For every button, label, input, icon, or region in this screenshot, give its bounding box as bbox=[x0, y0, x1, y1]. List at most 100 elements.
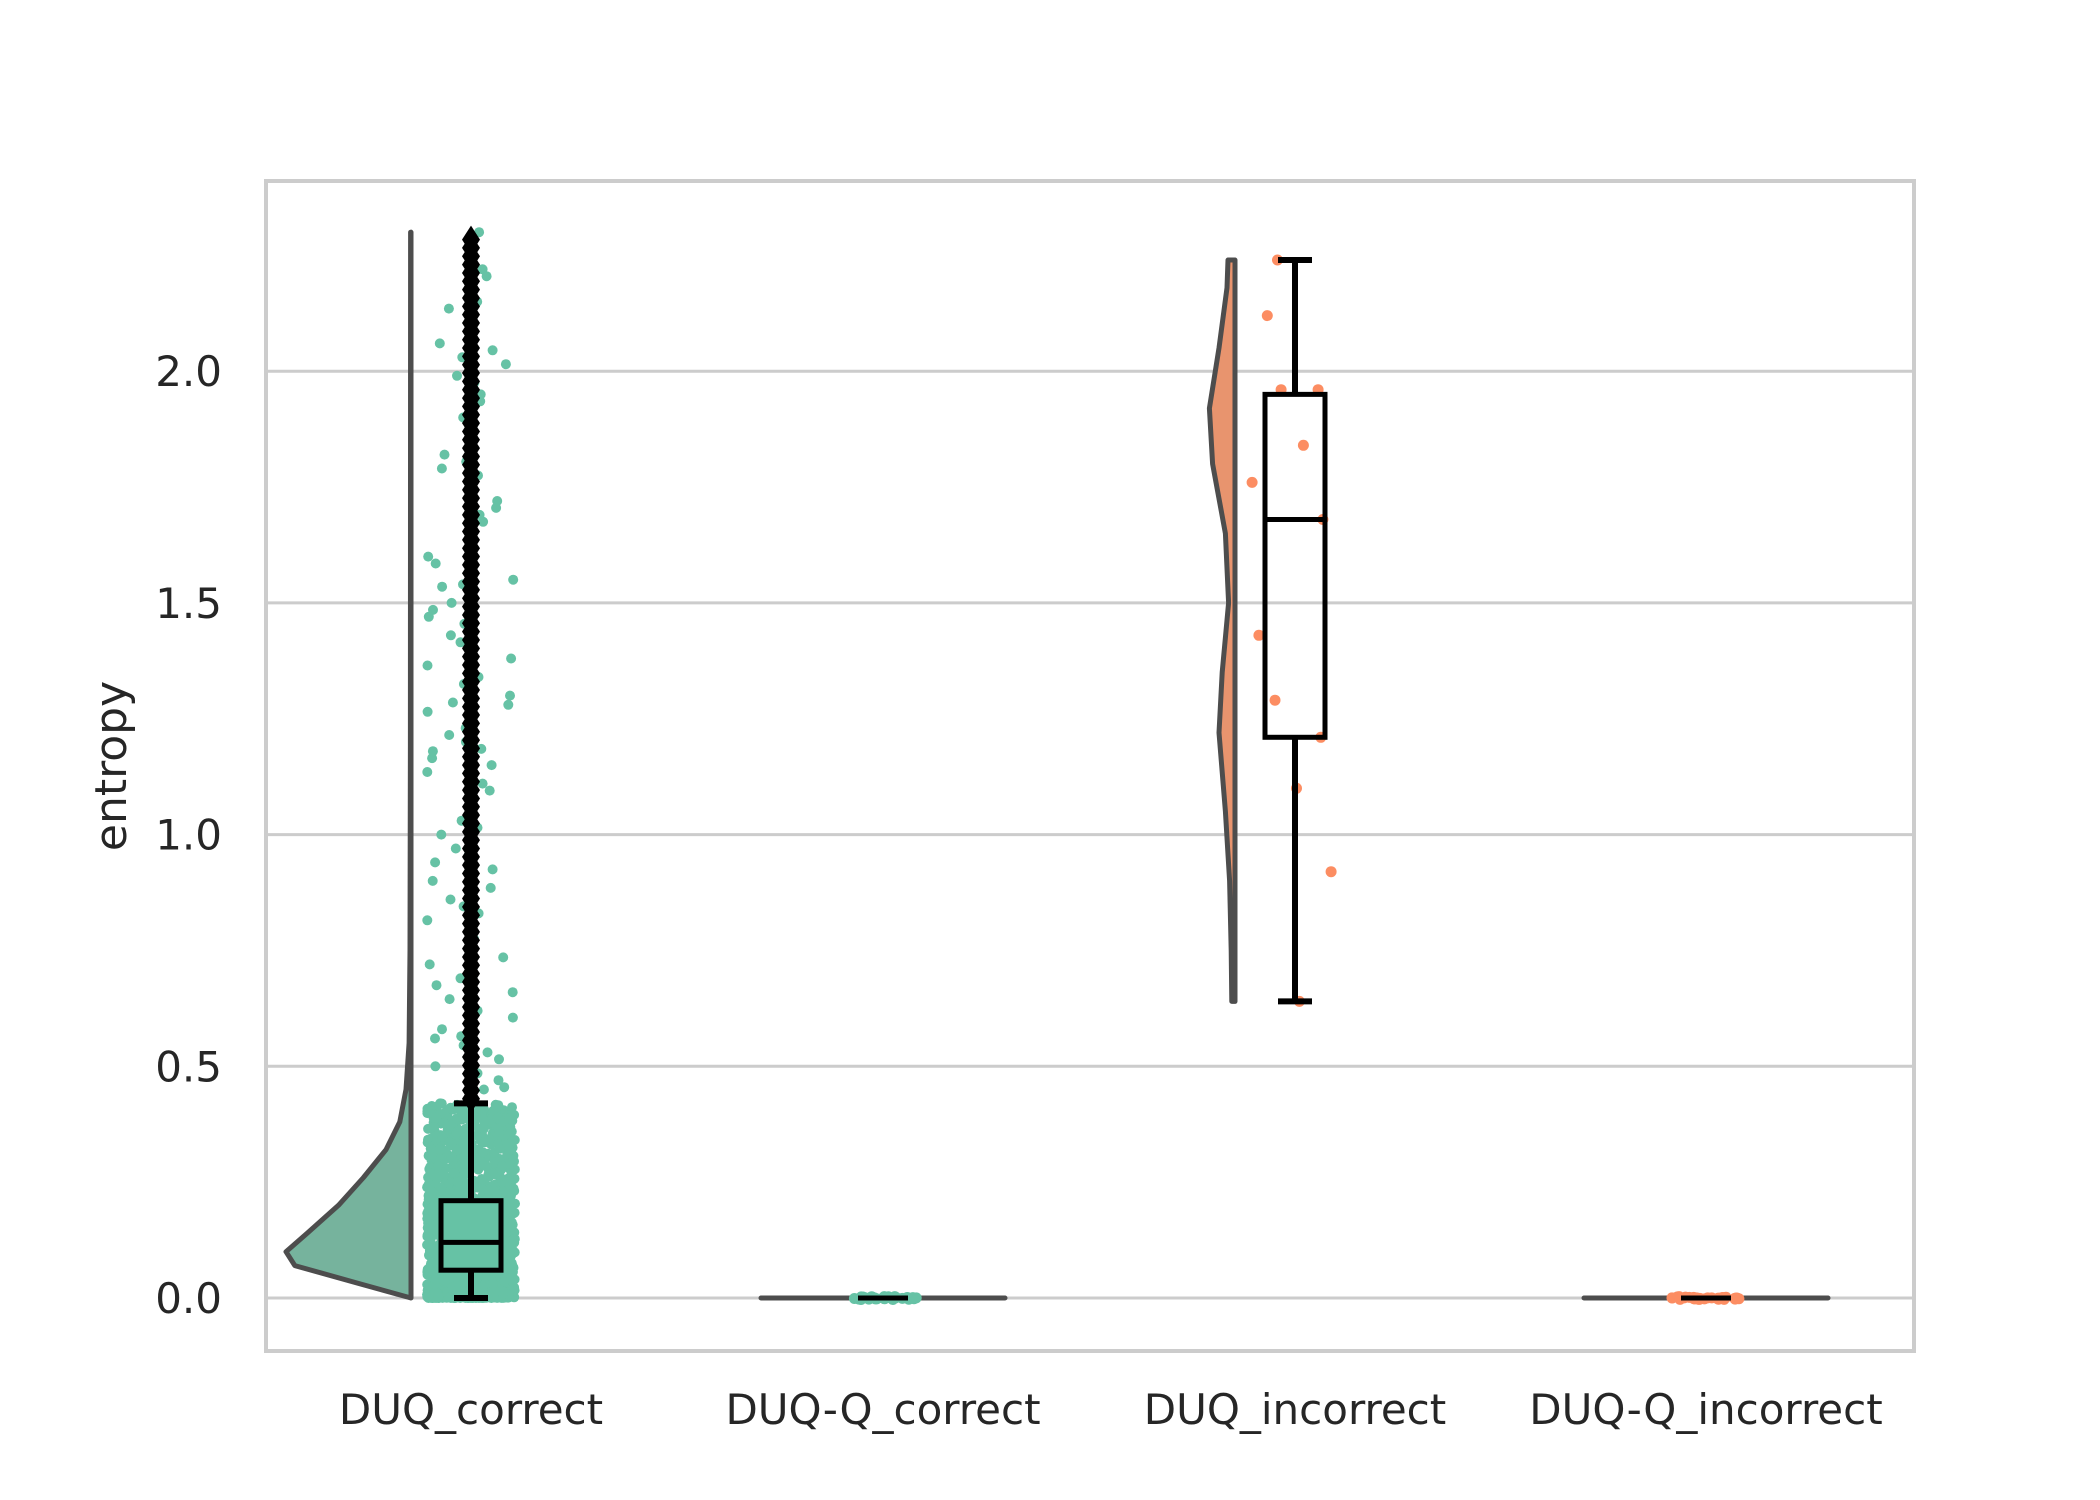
strip-point bbox=[478, 1116, 489, 1127]
x-tick-label: DUQ_correct bbox=[339, 1385, 603, 1434]
strip-point bbox=[422, 1213, 433, 1224]
y-tick-label: 1.5 bbox=[155, 579, 222, 628]
strip-point bbox=[507, 987, 518, 998]
strip-point bbox=[482, 1047, 493, 1058]
strip-point bbox=[505, 690, 515, 701]
y-tick-label: 0.5 bbox=[155, 1042, 222, 1091]
strip-point bbox=[433, 1168, 444, 1179]
strip-point bbox=[489, 1155, 500, 1166]
strip-point bbox=[503, 699, 514, 710]
strip-point bbox=[478, 1084, 489, 1095]
strip-point bbox=[506, 1250, 517, 1261]
strip-point bbox=[430, 558, 441, 569]
strip-point bbox=[486, 760, 497, 771]
strip-point bbox=[478, 1147, 489, 1158]
strip-point bbox=[493, 1124, 504, 1135]
strip-point bbox=[499, 1276, 510, 1287]
strip-point bbox=[444, 994, 455, 1005]
strip-point bbox=[443, 303, 454, 314]
strip-point bbox=[439, 1275, 450, 1286]
strip-point bbox=[484, 785, 495, 796]
strip-point bbox=[508, 1183, 519, 1194]
strip-point bbox=[431, 1112, 442, 1123]
strip-point bbox=[423, 551, 434, 562]
strip-point bbox=[430, 857, 441, 868]
strip-point bbox=[498, 1288, 508, 1299]
y-tick-labels: 0.0 0.5 1.0 1.5 2.0 bbox=[155, 347, 222, 1323]
strip-point bbox=[426, 1205, 437, 1216]
strip-point bbox=[507, 1276, 517, 1287]
strip-point bbox=[477, 1281, 488, 1292]
strip-point bbox=[498, 952, 509, 963]
strip-point bbox=[507, 1012, 518, 1023]
strip-point bbox=[431, 980, 442, 991]
strip-point bbox=[500, 359, 511, 370]
strip-point bbox=[1325, 866, 1337, 878]
strip-point bbox=[445, 894, 456, 905]
strip-point bbox=[452, 370, 462, 381]
y-tick-label: 0.0 bbox=[155, 1274, 222, 1323]
strip-point bbox=[1297, 439, 1309, 451]
strip-point bbox=[506, 1221, 517, 1232]
strip-point bbox=[439, 449, 450, 460]
strip-point bbox=[494, 1054, 504, 1065]
x-tick-label: DUQ-Q_incorrect bbox=[1529, 1385, 1882, 1434]
violin bbox=[283, 229, 414, 1301]
strip-point bbox=[436, 829, 447, 840]
strip-point bbox=[477, 1184, 488, 1195]
strip-point bbox=[424, 1265, 435, 1276]
x-tick-labels: DUQ_correct DUQ-Q_correct DUQ_incorrect DUQ… bbox=[339, 1385, 1883, 1434]
y-tick-label: 2.0 bbox=[155, 347, 222, 396]
strip-point bbox=[428, 1121, 439, 1132]
strip-point bbox=[422, 706, 433, 717]
strip-point bbox=[476, 743, 487, 754]
strip-point bbox=[478, 1123, 489, 1134]
strip-point bbox=[453, 1125, 464, 1136]
strip-point bbox=[493, 1075, 504, 1086]
strip-point bbox=[508, 574, 519, 585]
strip-point bbox=[488, 1278, 499, 1289]
strip-point bbox=[426, 1186, 437, 1197]
x-tick-label: DUQ-Q_correct bbox=[725, 1385, 1040, 1434]
strip-point bbox=[444, 730, 455, 740]
plot-frame bbox=[264, 179, 1916, 1353]
strip-point bbox=[1729, 1293, 1741, 1305]
x-tick-label: DUQ_incorrect bbox=[1144, 1385, 1447, 1434]
strip-point bbox=[488, 1169, 498, 1179]
strip-point bbox=[497, 1161, 508, 1171]
strip-point bbox=[483, 1136, 493, 1147]
strip-point bbox=[435, 1098, 446, 1109]
strip-point bbox=[430, 1033, 440, 1044]
strip-point bbox=[434, 1144, 445, 1155]
strip-point bbox=[422, 767, 433, 777]
strip-point bbox=[437, 1131, 448, 1142]
box-iqr bbox=[1262, 391, 1328, 740]
strip-point bbox=[491, 502, 502, 513]
strip-point bbox=[423, 611, 434, 622]
strip-point bbox=[477, 778, 488, 789]
strip-point bbox=[1269, 694, 1281, 706]
strip-point bbox=[487, 345, 498, 356]
strip-point bbox=[1253, 629, 1265, 641]
strip-point bbox=[1261, 310, 1273, 322]
strip-point bbox=[907, 1292, 919, 1304]
strip-point bbox=[436, 1182, 447, 1193]
violin bbox=[1206, 257, 1238, 1004]
strip-point bbox=[427, 875, 438, 886]
strip-point bbox=[446, 1151, 457, 1162]
strip-point bbox=[488, 1105, 499, 1116]
strip-point bbox=[450, 843, 461, 854]
strip-point bbox=[478, 516, 489, 527]
strip-point bbox=[459, 1276, 470, 1287]
strip-point bbox=[437, 1024, 447, 1035]
strip-point bbox=[485, 882, 496, 893]
y-axis-label: entropy bbox=[86, 681, 137, 851]
strip-point bbox=[430, 1061, 441, 1072]
strip-point bbox=[494, 1143, 505, 1154]
strip-point bbox=[423, 1107, 434, 1118]
box-plots bbox=[438, 225, 1731, 1301]
strip-point bbox=[452, 1176, 463, 1187]
strip-point bbox=[1246, 476, 1258, 488]
strip-point bbox=[446, 1140, 457, 1151]
